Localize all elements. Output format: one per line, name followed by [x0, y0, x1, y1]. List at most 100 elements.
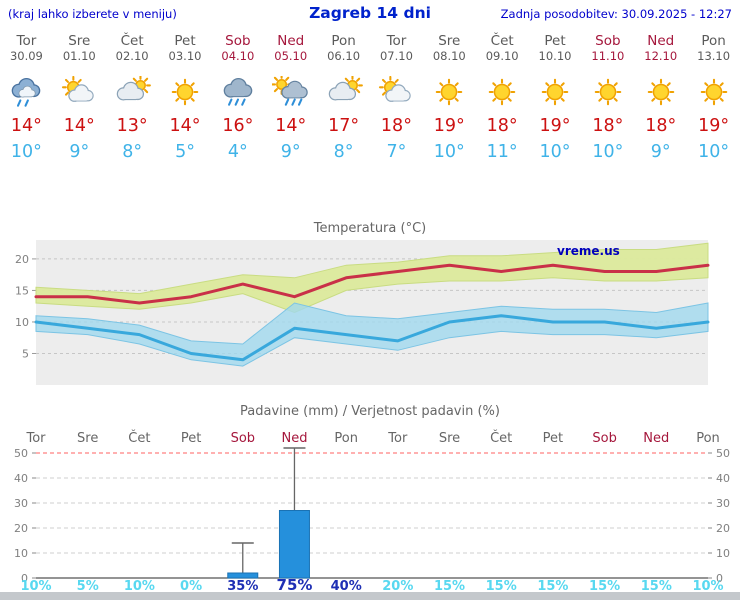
day-column[interactable]: Čet 09.10 18° 11°	[476, 28, 529, 163]
temp-min: 7°	[386, 142, 407, 162]
temp-min: 11°	[486, 142, 518, 162]
day-column[interactable]: Ned 12.10 18° 9°	[634, 28, 687, 163]
precip-y-tick-label: 30	[716, 497, 730, 510]
day-date: 07.10	[379, 49, 413, 63]
precip-day-label: Sre	[439, 431, 460, 446]
precip-day-label: Pet	[543, 431, 563, 446]
precip-probability: 15%	[589, 579, 620, 594]
temp-max: 18°	[486, 116, 518, 136]
day-name: Ned	[277, 33, 305, 49]
day-column[interactable]: Tor 30.09 14° 10°	[0, 28, 53, 163]
temp-max: 14°	[169, 116, 201, 136]
precip-day-label: Pon	[334, 431, 358, 446]
temp-min: 10°	[10, 142, 42, 162]
day-date: 13.10	[697, 49, 731, 63]
weather-icon-svg	[62, 75, 94, 102]
temp-max: 14°	[275, 116, 307, 136]
day-column[interactable]: Sre 01.10 14° 9°	[53, 28, 106, 162]
partly-cloudy-icon	[60, 75, 98, 109]
precip-y-tick-label: 10	[716, 547, 730, 560]
day-column[interactable]: Sob 11.10 18° 10°	[581, 28, 634, 163]
tmin-range-band	[35, 302, 709, 367]
precip-probability: 0%	[180, 579, 202, 594]
day-name: Pet	[544, 33, 566, 49]
rain-sun-icon	[270, 74, 310, 109]
day-name: Čet	[120, 33, 144, 49]
precip-probability: 10%	[692, 579, 723, 594]
day-date: 05.10	[274, 49, 308, 63]
day-column[interactable]: Sob 04.10 16° 4°	[211, 28, 264, 163]
temp-y-tick-label: 20	[15, 253, 29, 266]
day-column[interactable]: Pet 10.10 19° 10°	[529, 28, 582, 163]
temp-min: 9°	[280, 142, 301, 162]
day-column[interactable]: Pon 06.10 17° 8°	[317, 28, 370, 162]
day-column[interactable]: Sre 08.10 19° 10°	[423, 28, 476, 163]
forecast-strip: Tor 30.09 14° 10° Sre 01.10 14° 9° Čet 02.10 13° 8°…	[0, 28, 740, 163]
precip-probability: 40%	[331, 579, 362, 594]
precip-probability: 35%	[227, 579, 258, 594]
weather-icon-svg	[488, 78, 516, 106]
temp-y-tick-label: 5	[22, 347, 29, 360]
temp-max: 16°	[222, 116, 254, 136]
temp-max: 18°	[380, 116, 412, 136]
weather-icon-svg	[328, 74, 363, 101]
tmin-line	[34, 314, 710, 362]
day-column[interactable]: Pon 13.10 19° 10°	[687, 28, 740, 163]
day-date: 10.10	[538, 49, 572, 63]
day-column[interactable]: Ned 05.10 14° 9°	[264, 28, 317, 162]
temp-max: 19°	[698, 116, 730, 136]
day-name: Tor	[386, 33, 407, 49]
temp-min: 10°	[539, 142, 571, 162]
temp-min: 8°	[333, 142, 354, 162]
precip-y-tick-label: 30	[14, 497, 28, 510]
day-name: Pon	[331, 33, 356, 49]
day-column[interactable]: Pet 03.10 14° 5°	[159, 28, 212, 163]
weather-icon-svg	[116, 74, 152, 101]
tmax-line	[34, 263, 710, 305]
weather-icon-svg	[594, 78, 622, 106]
sunny-icon	[536, 76, 574, 109]
mostly-cloudy-icon	[113, 74, 152, 109]
temperature-chart: Temperatura (°C) 5 10 15 20 vreme.us	[15, 221, 710, 385]
partly-cloudy-icon	[377, 75, 415, 109]
day-name: Tor	[16, 33, 37, 49]
mostly-cloudy-icon	[325, 74, 363, 109]
temp-max: 19°	[539, 116, 571, 136]
temp-min: 9°	[69, 142, 90, 162]
tmax-range-band	[35, 242, 709, 314]
day-date: 04.10	[221, 49, 255, 63]
temp-y-tick-label: 10	[15, 316, 29, 329]
day-date: 01.10	[62, 49, 96, 63]
day-column[interactable]: Tor 07.10 18° 7°	[370, 28, 423, 162]
header: (kraj lahko izberete v meniju) Zagreb 14…	[0, 0, 740, 26]
precip-y-tick-label: 10	[14, 547, 28, 560]
precip-y-tick-label: 20	[716, 522, 730, 535]
watermark: vreme.us	[557, 244, 620, 258]
temp-chart-title: Temperatura (°C)	[313, 221, 426, 236]
day-column[interactable]: Čet 02.10 13° 8°	[106, 28, 159, 162]
day-name: Pet	[174, 33, 196, 49]
precip-probability: 15%	[434, 579, 465, 594]
temp-min: 10°	[698, 142, 730, 162]
precip-day-label: Sob	[231, 431, 255, 446]
temp-max: 14°	[63, 116, 95, 136]
precip-day-label: Pon	[696, 431, 720, 446]
sunny-icon	[483, 76, 521, 109]
precip-day-label: Sob	[592, 431, 616, 446]
day-name: Sob	[595, 33, 621, 49]
weather-icon-svg	[171, 78, 199, 106]
weather-icon-svg	[270, 74, 308, 106]
page-title: Zagreb 14 dni	[309, 4, 431, 22]
temp-min: 4°	[227, 142, 248, 162]
precip-y-tick-label: 0	[21, 572, 28, 585]
temp-min: 9°	[650, 142, 671, 162]
day-date: 06.10	[327, 49, 361, 63]
temp-max: 13°	[116, 116, 148, 136]
footer-bar	[0, 592, 740, 600]
sunny-icon	[166, 76, 204, 109]
rain-icon	[219, 76, 257, 109]
precip-y-tick-label: 50	[14, 447, 28, 460]
precip-bar	[278, 510, 310, 579]
day-name: Sob	[225, 33, 251, 49]
